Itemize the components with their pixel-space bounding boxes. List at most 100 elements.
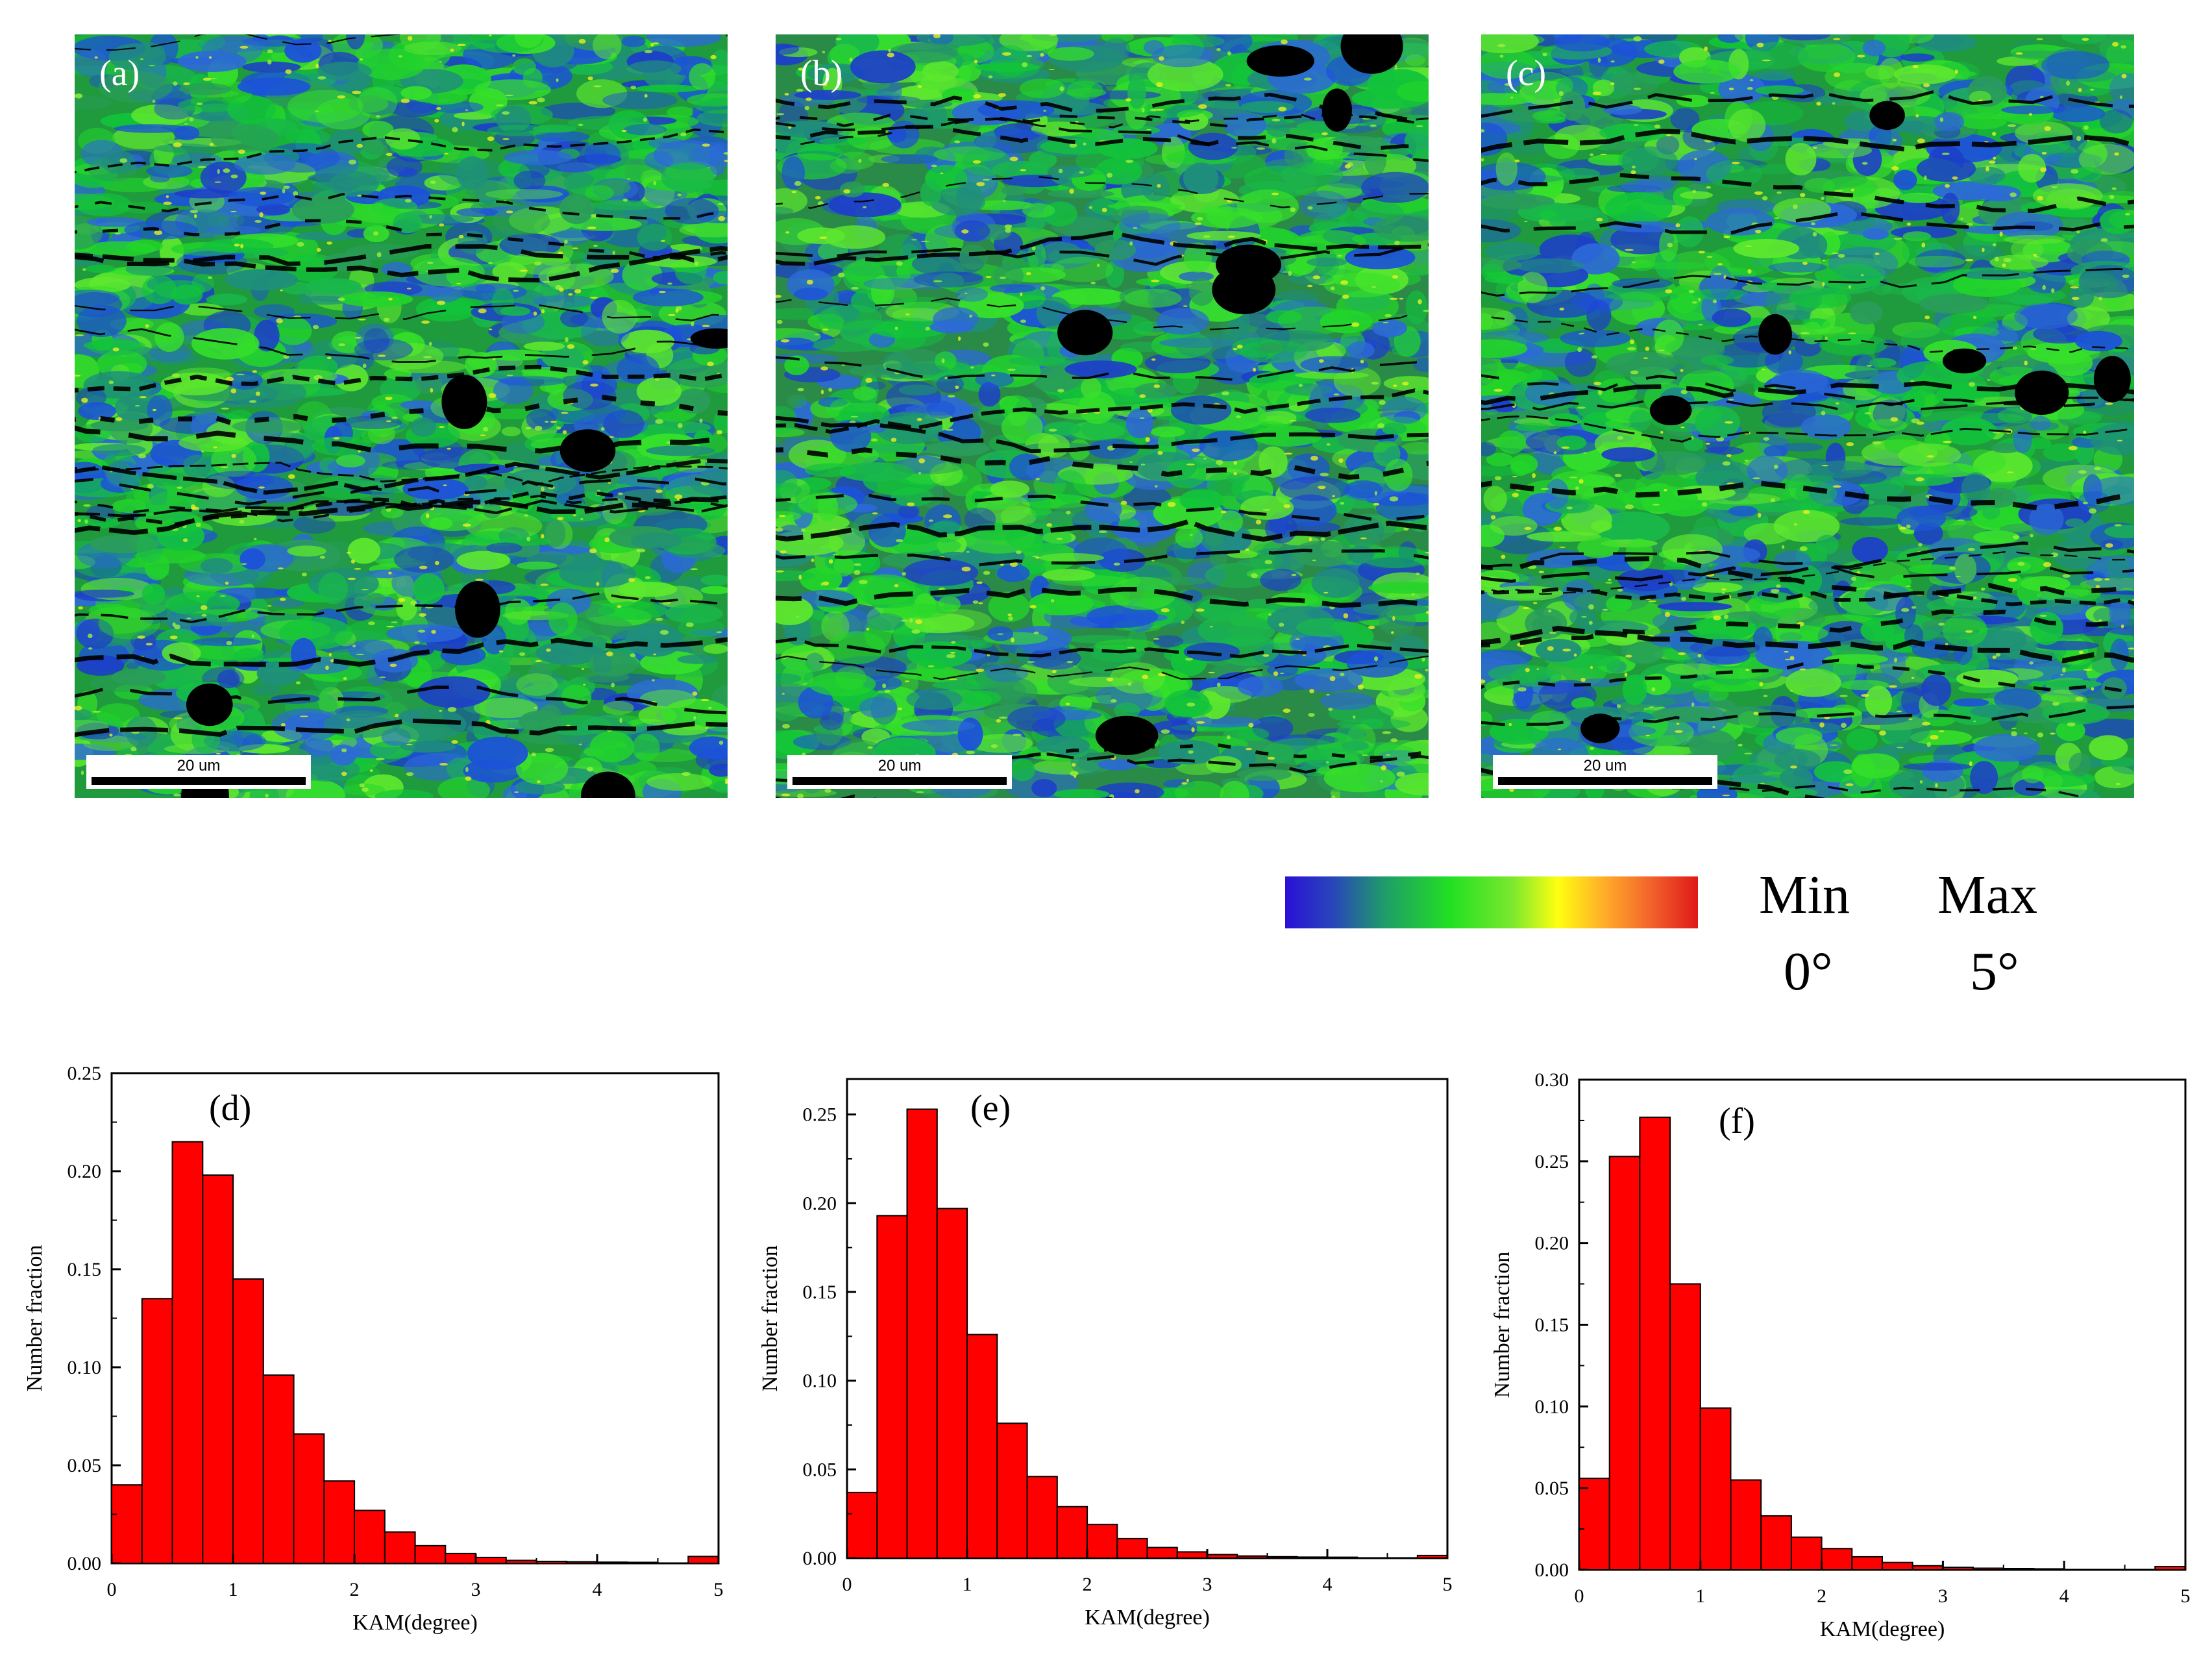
bar xyxy=(906,1108,938,1559)
bar xyxy=(687,1556,720,1564)
y-tick-label: 0.20 xyxy=(68,1161,102,1182)
x-tick-label: 0 xyxy=(107,1579,117,1600)
x-tick-label: 2 xyxy=(1083,1574,1092,1595)
bar xyxy=(1760,1515,1792,1570)
bar xyxy=(1116,1537,1148,1559)
panel-label-a: (a) xyxy=(99,53,140,93)
bar xyxy=(1882,1561,1913,1570)
bar xyxy=(445,1552,477,1564)
y-tick-label: 0.15 xyxy=(1535,1315,1569,1336)
bar xyxy=(1327,1556,1358,1559)
bar xyxy=(111,1484,143,1564)
kam-map-texture xyxy=(1481,34,2134,798)
scale-bar: 20 um xyxy=(787,755,1012,789)
histogram-d: 0 1 2 3 4 5 0.00 0.05 0.10 0.15 0.20 0.25 KAM(degree… xyxy=(23,1063,724,1635)
histogram-e: 0 1 2 3 4 5 0.00 0.05 0.10 0.15 0.20 0.25 KAM(degree… xyxy=(758,1078,1453,1630)
bar xyxy=(1207,1554,1238,1559)
bar xyxy=(996,1422,1028,1559)
histogram-f: 0 1 2 3 4 5 0.00 0.05 0.10 0.15 0.20 0.25 0.30 KAM(de… xyxy=(1490,1069,2191,1641)
bar xyxy=(232,1278,264,1564)
x-tick-label: 3 xyxy=(1203,1574,1212,1595)
colorbar-min-label: Min xyxy=(1759,865,1850,925)
scale-bar-line xyxy=(1498,777,1712,785)
y-axis-label: Number fraction xyxy=(23,1245,47,1392)
bar xyxy=(1026,1476,1058,1559)
bar xyxy=(1790,1536,1823,1570)
y-tick-label: 0.10 xyxy=(68,1357,102,1378)
bar xyxy=(1730,1479,1762,1571)
y-axis-label: Number fraction xyxy=(758,1245,782,1392)
y-tick-label: 0.15 xyxy=(803,1282,837,1303)
bar xyxy=(846,1491,878,1559)
bar xyxy=(505,1559,537,1564)
x-tick-label: 4 xyxy=(2059,1585,2069,1607)
x-tick-label: 3 xyxy=(471,1579,481,1600)
x-tick-label: 1 xyxy=(963,1574,972,1595)
y-tick-label: 0.10 xyxy=(803,1371,837,1392)
x-tick-label: 5 xyxy=(2181,1585,2191,1607)
scale-bar-label: 20 um xyxy=(1583,757,1627,775)
panel-label: (f) xyxy=(1719,1101,1755,1141)
bar xyxy=(171,1141,204,1564)
scale-bar: 20 um xyxy=(86,755,311,789)
y-tick-label: 0.00 xyxy=(68,1553,102,1574)
colorbar-max-label: Max xyxy=(1937,865,2037,925)
x-tick-label: 2 xyxy=(350,1579,360,1600)
bar xyxy=(1579,1478,1610,1571)
x-axis-label: KAM(degree) xyxy=(1085,1606,1210,1630)
bar xyxy=(354,1509,386,1564)
kam-map-a: (a) 20 um xyxy=(75,34,728,798)
y-tick-label: 0.20 xyxy=(1535,1233,1569,1254)
colorbar-max-value: 5° xyxy=(1970,941,2019,1002)
bar xyxy=(141,1298,173,1565)
panel-label: (d) xyxy=(209,1088,251,1128)
y-tick-label: 0.10 xyxy=(1535,1396,1569,1417)
bar xyxy=(2033,1568,2065,1570)
bar xyxy=(1669,1283,1701,1570)
bar xyxy=(1608,1156,1641,1571)
bar xyxy=(535,1561,568,1564)
y-tick-label: 0.00 xyxy=(803,1548,837,1569)
y-tick-label: 0.00 xyxy=(1535,1559,1569,1581)
bar xyxy=(1911,1565,1944,1570)
bar xyxy=(1416,1554,1449,1559)
bar xyxy=(566,1561,598,1565)
panel-label-b: (b) xyxy=(800,53,843,93)
x-tick-label: 0 xyxy=(1575,1585,1584,1607)
scale-bar-line xyxy=(793,777,1007,785)
bar xyxy=(1851,1556,1884,1570)
scale-bar: 20 um xyxy=(1493,755,1717,789)
bar xyxy=(1942,1567,1974,1570)
x-tick-label: 4 xyxy=(1323,1574,1333,1595)
bar xyxy=(876,1215,908,1559)
bar xyxy=(1056,1506,1088,1559)
y-tick-label: 0.05 xyxy=(68,1455,102,1476)
x-axis-label: KAM(degree) xyxy=(1820,1617,1945,1641)
bar xyxy=(1087,1524,1118,1559)
bar xyxy=(1639,1116,1671,1570)
colorbar-min-value: 0° xyxy=(1784,941,1833,1002)
bar xyxy=(384,1531,416,1564)
bar xyxy=(323,1480,356,1564)
x-tick-label: 1 xyxy=(1695,1585,1705,1607)
y-tick-label: 0.05 xyxy=(803,1459,837,1480)
kam-map-c: (c) 20 um xyxy=(1481,34,2134,798)
bar xyxy=(626,1561,659,1564)
bar xyxy=(1236,1555,1268,1559)
x-tick-label: 5 xyxy=(1443,1574,1453,1595)
bar xyxy=(1972,1567,2004,1570)
kam-map-b: (b) 20 um xyxy=(776,34,1429,798)
bar xyxy=(1146,1546,1178,1559)
panel-label-c: (c) xyxy=(1506,53,1547,93)
bar xyxy=(414,1544,447,1565)
scale-bar-label: 20 um xyxy=(878,757,922,775)
bar xyxy=(475,1556,507,1564)
x-tick-label: 2 xyxy=(1817,1585,1826,1607)
bar xyxy=(1296,1556,1329,1559)
bar xyxy=(1699,1407,1732,1571)
y-tick-label: 0.25 xyxy=(1535,1151,1569,1172)
x-tick-label: 4 xyxy=(593,1579,602,1600)
bar xyxy=(1821,1548,1853,1571)
y-tick-label: 0.25 xyxy=(803,1104,837,1126)
